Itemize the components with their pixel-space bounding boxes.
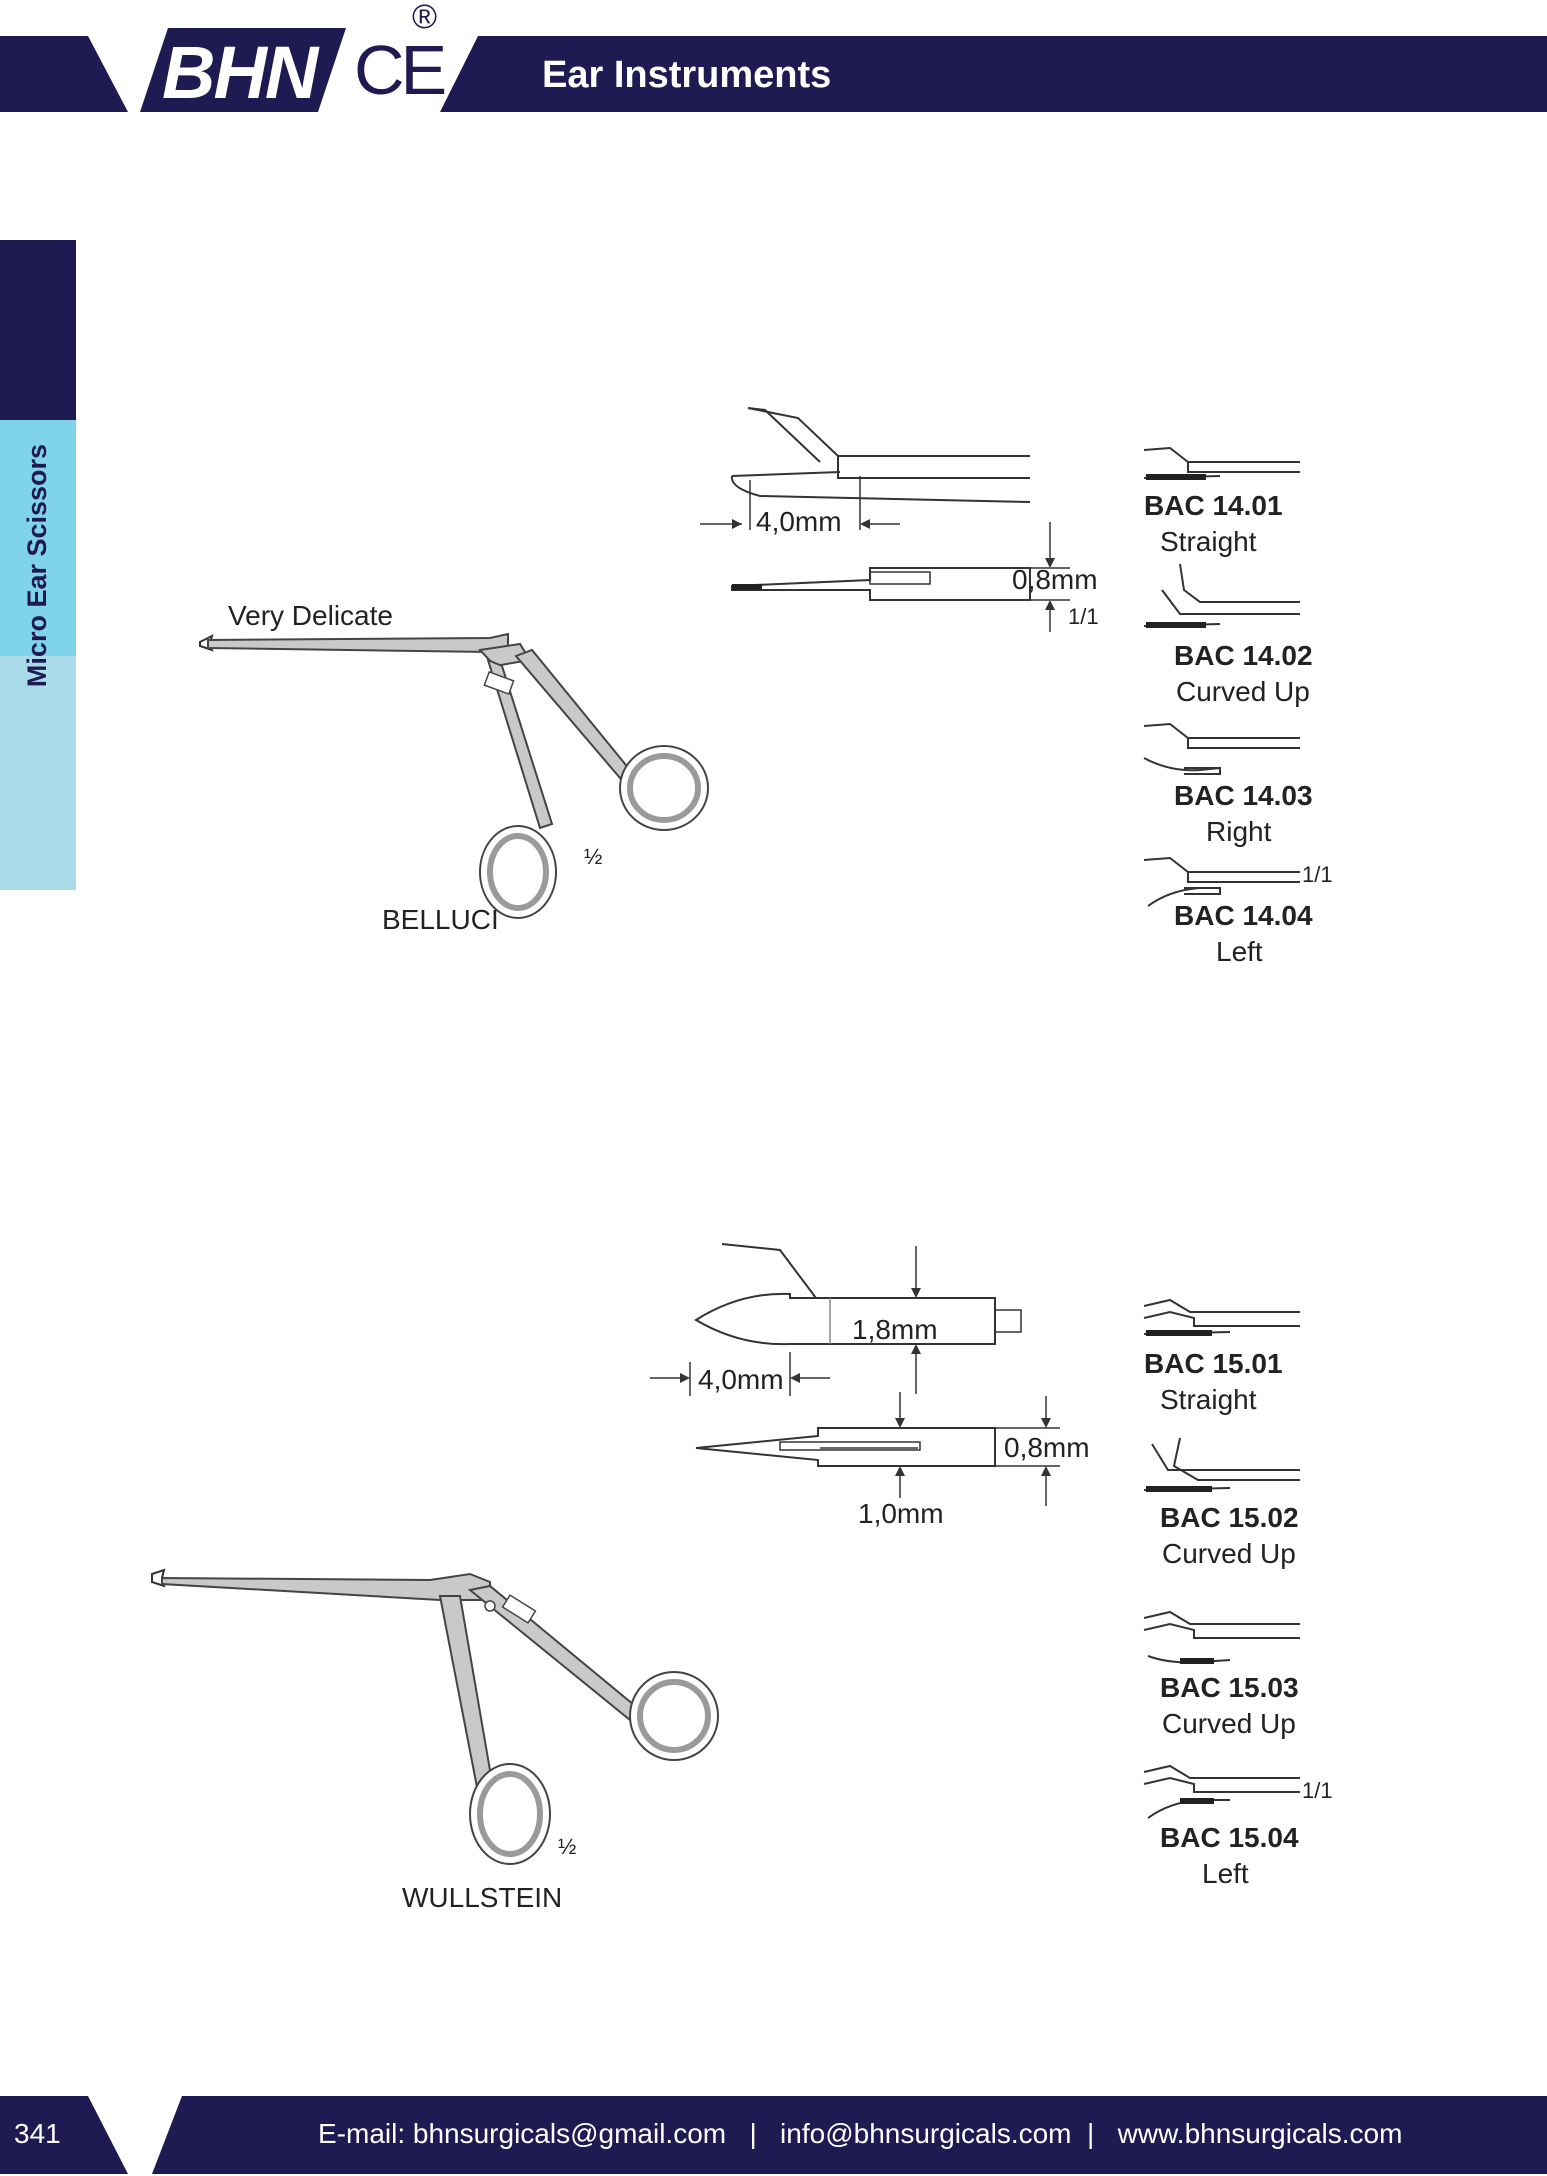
header-bar xyxy=(0,36,1547,112)
bac-15-04-code: BAC 15.04 xyxy=(1160,1822,1299,1853)
brand-logo-text: BHN xyxy=(162,31,318,114)
belluci-tip-detail xyxy=(700,407,1070,632)
wullstein-name: WULLSTEIN xyxy=(402,1882,563,1913)
bac-15-03-tip-icon xyxy=(1143,1610,1300,1664)
wullstein-dim-width: 4,0mm xyxy=(698,1364,784,1395)
page-title: Ear Instruments xyxy=(542,54,832,96)
page-number: 341 xyxy=(14,2118,61,2149)
bac-15-04-type: Left xyxy=(1202,1858,1249,1889)
bac-14-01-tip-icon xyxy=(1143,446,1300,480)
bac-14-03-tip-icon xyxy=(1143,722,1300,775)
bac-14-02-tip-icon xyxy=(1143,563,1300,628)
bac-15-01-code: BAC 15.01 xyxy=(1144,1348,1283,1379)
wullstein-instrument-drawing xyxy=(151,1568,719,1865)
side-tab-label: Micro Ear Scissors xyxy=(22,443,53,687)
bac-15-02-code: BAC 15.02 xyxy=(1160,1502,1299,1533)
bac-15-03-type: Curved Up xyxy=(1162,1708,1296,1739)
footer-bar xyxy=(0,2096,1547,2174)
bac-14-04-scale: 1/1 xyxy=(1302,862,1333,887)
bac-14-02-type: Curved Up xyxy=(1176,676,1310,707)
bac-15-03-code: BAC 15.03 xyxy=(1160,1672,1299,1703)
side-tab: Micro Ear Scissors xyxy=(0,240,76,890)
bac-14-01-code: BAC 14.01 xyxy=(1144,490,1283,521)
bac-14-03-type: Right xyxy=(1206,816,1272,847)
wullstein-dim-diameter: 1,8mm xyxy=(852,1314,938,1345)
bac-14-01-type: Straight xyxy=(1160,526,1257,557)
brand-logo[interactable]: BHN xyxy=(140,28,346,114)
footer-contact[interactable]: E-mail: bhnsurgicals@gmail.com | info@bh… xyxy=(318,2118,1403,2149)
registered-mark: ® xyxy=(412,0,438,36)
belluci-detail-scale: 1/1 xyxy=(1068,604,1099,629)
bac-14-04-type: Left xyxy=(1216,936,1263,967)
wullstein-half-scale: ½ xyxy=(558,1834,577,1859)
belluci-dim-height: 0,8mm xyxy=(1012,564,1098,595)
belluci-dim-width: 4,0mm xyxy=(756,506,842,537)
belluci-note: Very Delicate xyxy=(228,600,393,631)
bac-15-01-type: Straight xyxy=(1160,1384,1257,1415)
belluci-half-scale: ½ xyxy=(584,844,603,869)
side-tab-dark xyxy=(0,240,76,420)
bac-14-04-tip-icon xyxy=(1143,856,1300,907)
belluci-name: BELLUCI xyxy=(382,904,499,935)
side-tab-mid xyxy=(0,420,76,656)
bac-14-04-code: BAC 14.04 xyxy=(1174,900,1313,931)
wullstein-dim-jaw: 1,0mm xyxy=(858,1498,944,1529)
bac-15-02-tip-icon xyxy=(1143,1437,1300,1492)
bac-15-01-tip-icon xyxy=(1143,1298,1300,1336)
bac-14-02-code: BAC 14.02 xyxy=(1174,640,1313,671)
bac-15-04-tip-icon xyxy=(1143,1764,1300,1819)
ce-mark: CE xyxy=(354,31,447,109)
bac-14-03-code: BAC 14.03 xyxy=(1174,780,1313,811)
wullstein-dim-height: 0,8mm xyxy=(1004,1432,1090,1463)
bac-15-02-type: Curved Up xyxy=(1162,1538,1296,1569)
side-tab-light xyxy=(0,656,76,890)
belluci-instrument-drawing xyxy=(199,632,709,919)
wullstein-tip-detail xyxy=(650,1243,1060,1506)
bac-15-04-scale: 1/1 xyxy=(1302,1778,1333,1803)
